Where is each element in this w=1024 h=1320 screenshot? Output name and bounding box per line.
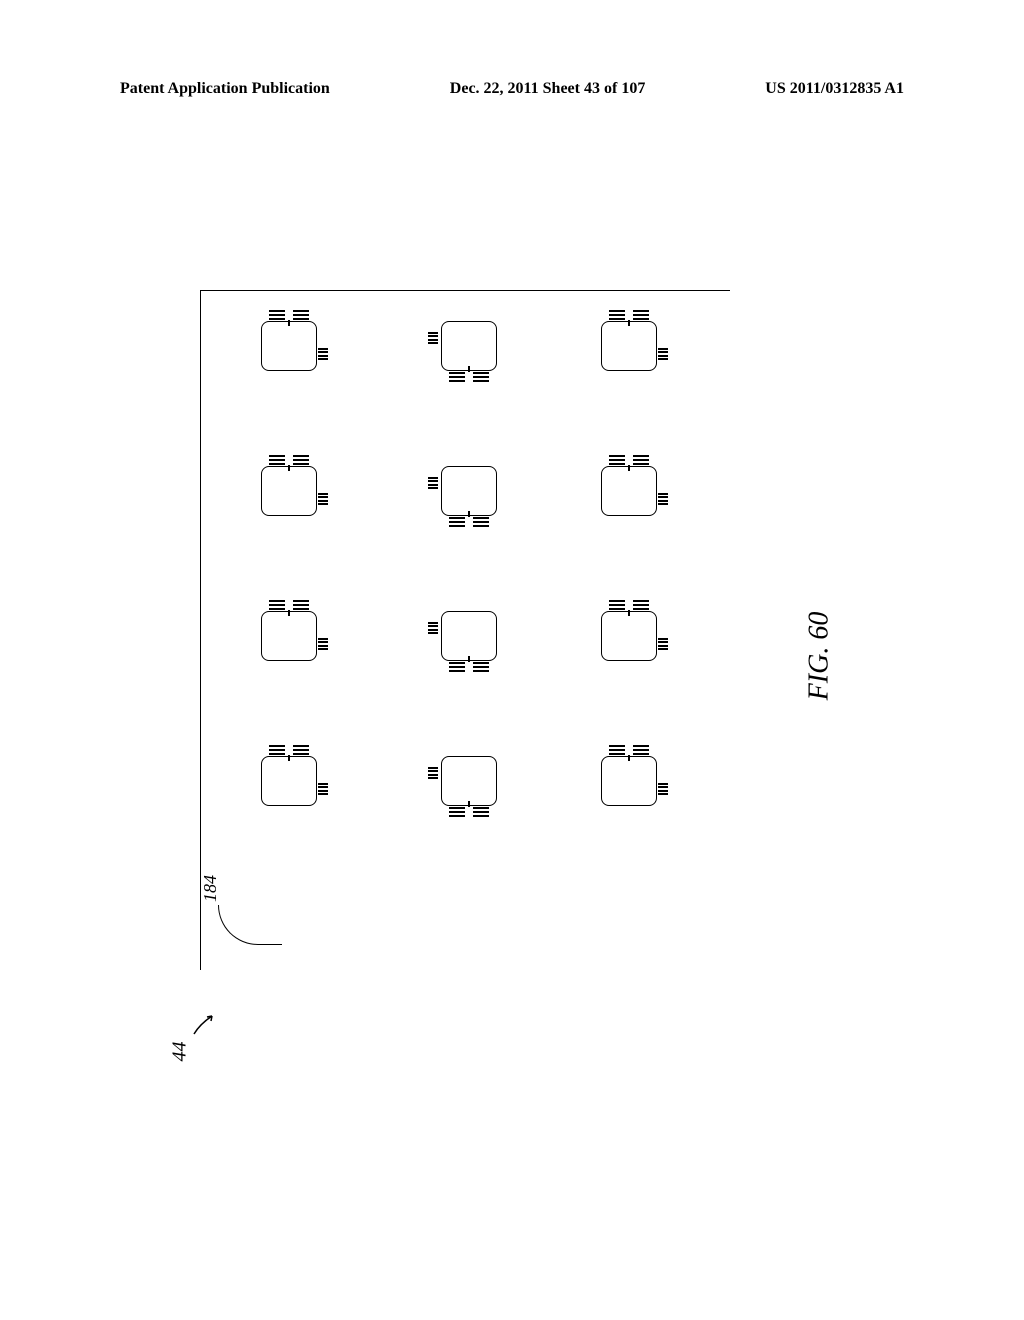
top-contacts-icon: [449, 372, 489, 382]
top-contacts-icon: [269, 600, 309, 610]
reference-numeral-184: 184: [200, 875, 221, 902]
side-contacts-icon: [658, 491, 670, 507]
side-contacts-icon: [318, 781, 330, 797]
top-contacts-icon: [269, 745, 309, 755]
device-body: [441, 611, 497, 661]
device-body: [601, 756, 657, 806]
top-contacts-icon: [449, 662, 489, 672]
figure-label: FIG. 60: [804, 612, 836, 701]
top-contacts-icon: [449, 807, 489, 817]
device-unit: [261, 321, 329, 381]
top-contacts-icon: [609, 455, 649, 465]
side-contacts-icon: [428, 330, 440, 346]
device-body: [261, 611, 317, 661]
header-right: US 2011/0312835 A1: [765, 80, 904, 98]
device-unit: [441, 756, 509, 816]
device-body: [601, 466, 657, 516]
top-contacts-icon: [269, 455, 309, 465]
device-unit: [601, 321, 669, 381]
device-unit: [601, 466, 669, 526]
arrow-icon: [190, 1010, 218, 1038]
header-center: Dec. 22, 2011 Sheet 43 of 107: [450, 80, 646, 98]
side-contacts-icon: [428, 620, 440, 636]
side-contacts-icon: [658, 636, 670, 652]
top-contacts-icon: [609, 745, 649, 755]
side-contacts-icon: [318, 346, 330, 362]
device-body: [441, 321, 497, 371]
device-body: [441, 756, 497, 806]
device-unit: [441, 321, 509, 381]
device-grid: [201, 291, 730, 970]
side-contacts-icon: [428, 765, 440, 781]
device-unit: [601, 611, 669, 671]
device-body: [261, 756, 317, 806]
device-unit: [441, 611, 509, 671]
top-contacts-icon: [269, 310, 309, 320]
device-body: [261, 466, 317, 516]
page-header: Patent Application Publication Dec. 22, …: [0, 80, 1024, 98]
device-unit: [261, 756, 329, 816]
device-body: [601, 611, 657, 661]
top-contacts-icon: [609, 600, 649, 610]
device-body: [261, 321, 317, 371]
side-contacts-icon: [428, 475, 440, 491]
side-contacts-icon: [658, 781, 670, 797]
top-contacts-icon: [449, 517, 489, 527]
device-unit: [261, 611, 329, 671]
reference-numeral-44: 44: [169, 1042, 192, 1062]
side-contacts-icon: [318, 491, 330, 507]
device-unit: [601, 756, 669, 816]
device-unit: [441, 466, 509, 526]
side-contacts-icon: [658, 346, 670, 362]
device-body: [601, 321, 657, 371]
device-unit: [261, 466, 329, 526]
header-left: Patent Application Publication: [120, 80, 330, 98]
device-body: [441, 466, 497, 516]
top-contacts-icon: [609, 310, 649, 320]
side-contacts-icon: [318, 636, 330, 652]
figure-frame: [200, 290, 730, 970]
